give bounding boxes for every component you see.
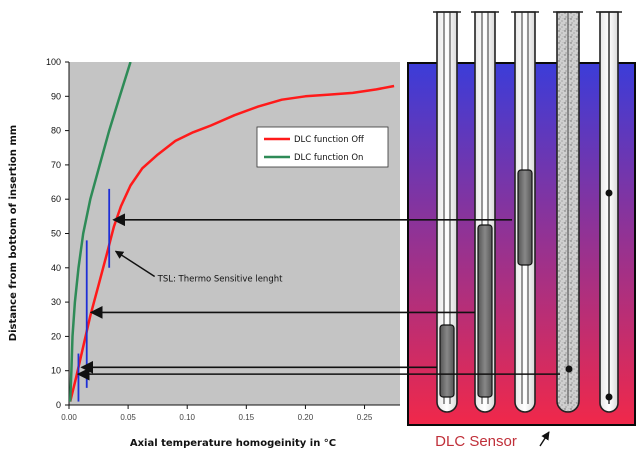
y-tick-label: 10 <box>51 366 61 376</box>
legend-label-dlc-on: DLC function On <box>294 153 363 163</box>
tubes-group <box>433 11 622 413</box>
y-tick-label: 30 <box>51 297 61 307</box>
y-ticks: 0 10 20 30 40 50 60 70 80 90 100 <box>46 57 69 410</box>
sensing-element <box>517 169 533 266</box>
sensor-point <box>565 365 573 373</box>
tsl-annotation-arrow <box>114 250 156 278</box>
y-tick-label: 40 <box>51 263 61 273</box>
y-tick-label: 90 <box>51 91 61 101</box>
tsl-annotation-text: TSL: Thermo Sensitive lenght <box>157 275 283 285</box>
series-lines <box>69 62 395 402</box>
y-tick-label: 0 <box>56 400 61 410</box>
sensor-tube-4 <box>553 11 583 413</box>
x-tick-label: 0.20 <box>298 413 314 422</box>
series-line-dlc-on <box>69 62 132 402</box>
x-tick-label: 0.05 <box>120 413 136 422</box>
x-tick-label: 0.10 <box>179 413 195 422</box>
sensor-tube-2 <box>471 11 499 413</box>
x-axis-label: Axial temperature homogeinity in °C <box>130 438 336 449</box>
y-tick-label: 70 <box>51 160 61 170</box>
legend-label-dlc-off: DLC function Off <box>294 135 365 145</box>
sensor-tube-3 <box>511 11 539 413</box>
y-tick-label: 50 <box>51 229 61 239</box>
x-tick-label: 0.25 <box>357 413 373 422</box>
sensing-element <box>477 224 493 398</box>
sensor-tube-5 <box>596 11 622 413</box>
y-tick-label: 60 <box>51 194 61 204</box>
annotations: TSL: Thermo Sensitive lenght <box>114 250 283 285</box>
y-tick-label: 100 <box>46 57 61 67</box>
x-tick-label: 0.15 <box>239 413 255 422</box>
sensor-point <box>605 393 613 401</box>
reference-arrows <box>76 213 560 381</box>
legend-box <box>256 126 389 168</box>
illustration-caption: DLC Sensor <box>435 433 517 450</box>
series-line-dlc-off <box>69 84 395 402</box>
y-tick-label: 80 <box>51 126 61 136</box>
plot-area <box>69 62 400 405</box>
y-axis-label: Distance from bottom of insertion mm <box>8 125 19 341</box>
x-tick-label: 0.00 <box>61 413 77 422</box>
legend: DLC function Off DLC function On <box>256 126 389 168</box>
caption-pointer <box>539 431 550 447</box>
x-ticks: 0.00 0.05 0.10 0.15 0.20 0.25 <box>61 405 373 422</box>
sensor-tube-1 <box>433 11 461 413</box>
sensor-point <box>605 189 613 197</box>
sensing-element <box>439 324 455 398</box>
y-tick-label: 20 <box>51 331 61 341</box>
dlc-sensor-illustration <box>407 11 636 426</box>
